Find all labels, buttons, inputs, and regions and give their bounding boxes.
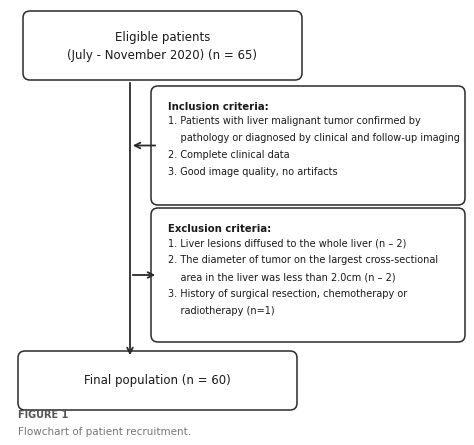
- FancyBboxPatch shape: [23, 11, 302, 80]
- Text: Flowchart of patient recruitment.: Flowchart of patient recruitment.: [18, 427, 191, 437]
- Text: 3. Good image quality, no artifacts: 3. Good image quality, no artifacts: [168, 167, 337, 177]
- Text: FIGURE 1: FIGURE 1: [18, 410, 68, 420]
- FancyBboxPatch shape: [151, 86, 465, 205]
- Text: Inclusion criteria:: Inclusion criteria:: [168, 102, 269, 112]
- Text: Eligible patients: Eligible patients: [115, 32, 210, 44]
- Text: 1. Patients with liver malignant tumor confirmed by: 1. Patients with liver malignant tumor c…: [168, 116, 421, 126]
- FancyBboxPatch shape: [18, 351, 297, 410]
- FancyBboxPatch shape: [151, 208, 465, 342]
- Text: 3. History of surgical resection, chemotherapy or: 3. History of surgical resection, chemot…: [168, 289, 407, 299]
- Text: Exclusion criteria:: Exclusion criteria:: [168, 224, 271, 234]
- Text: (July - November 2020) (n = 65): (July - November 2020) (n = 65): [67, 49, 257, 61]
- Text: radiotherapy (n=1): radiotherapy (n=1): [168, 306, 274, 316]
- Text: area in the liver was less than 2.0cm (n – 2): area in the liver was less than 2.0cm (n…: [168, 272, 396, 282]
- Text: Final population (n = 60): Final population (n = 60): [84, 374, 231, 387]
- Text: 2. Complete clinical data: 2. Complete clinical data: [168, 150, 290, 160]
- Text: 1. Liver lesions diffused to the whole liver (n – 2): 1. Liver lesions diffused to the whole l…: [168, 238, 406, 248]
- Text: 2. The diameter of tumor on the largest cross-sectional: 2. The diameter of tumor on the largest …: [168, 255, 438, 265]
- Text: pathology or diagnosed by clinical and follow-up imaging: pathology or diagnosed by clinical and f…: [168, 133, 460, 143]
